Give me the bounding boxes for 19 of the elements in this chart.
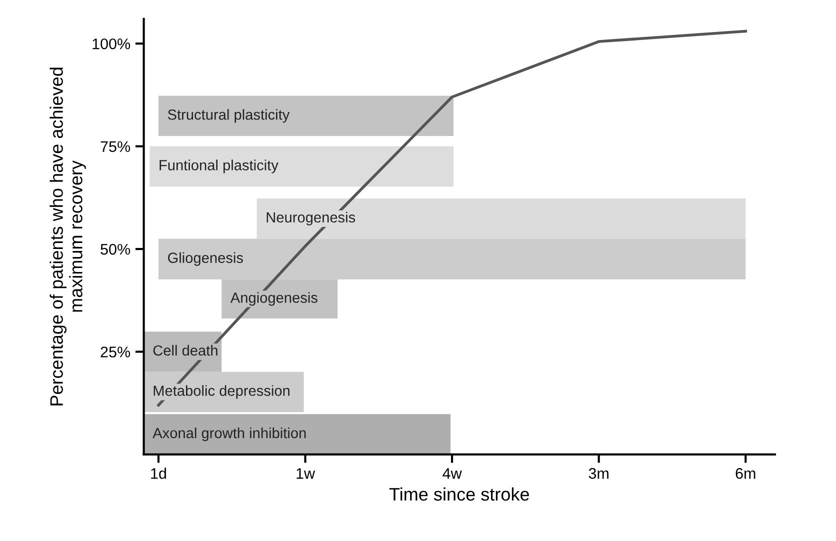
x-tick-label: 4w bbox=[442, 468, 462, 479]
band-label: Gliogenesis bbox=[168, 252, 243, 266]
y-tick-label: 75% bbox=[100, 141, 130, 152]
y-axis-title: Percentage of patients who have achieved maximum recovery bbox=[50, 68, 86, 406]
band-label: Angiogenesis bbox=[230, 292, 318, 306]
y-tick-label: 25% bbox=[100, 346, 130, 358]
y-tick-label: 50% bbox=[100, 244, 130, 255]
band-label: Structural plasticity bbox=[168, 109, 290, 123]
y-tick-label: 100% bbox=[92, 38, 130, 50]
band-label: Cell death bbox=[153, 344, 218, 356]
x-tick-label: 6m bbox=[736, 468, 756, 479]
band-label: Funtional plasticity bbox=[160, 160, 278, 174]
x-axis-title: Time since stroke bbox=[389, 487, 529, 501]
band-label: Neurogenesis bbox=[266, 212, 356, 226]
x-tick-label: 3m bbox=[588, 468, 608, 479]
band-label: Axonal growth inhibition bbox=[152, 428, 306, 442]
x-tick-label: 1w bbox=[296, 468, 316, 479]
x-tick-label: 1d bbox=[151, 468, 166, 479]
band-label: Metabolic depression bbox=[154, 385, 290, 399]
